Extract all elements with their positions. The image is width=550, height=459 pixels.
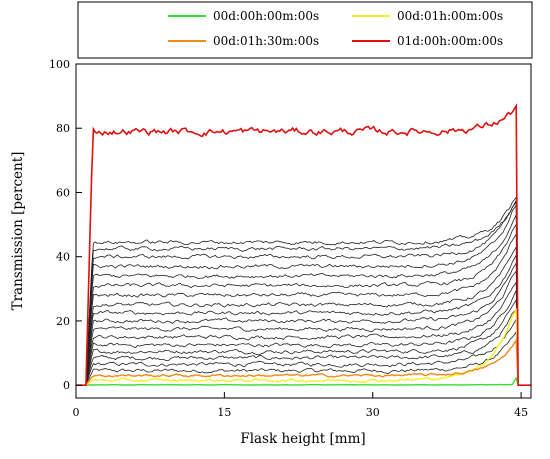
y-tick-label: 80 bbox=[56, 122, 70, 135]
legend-label: 00d:01h:00m:00s bbox=[397, 9, 503, 23]
x-axis-label: Flask height [mm] bbox=[240, 431, 365, 447]
intermediate-series-line bbox=[76, 214, 531, 386]
legend: 00d:00h:00m:00s 00d:01h:00m:00s 00d:01h:30… bbox=[77, 1, 533, 59]
y-tick-label: 20 bbox=[56, 315, 70, 328]
intermediate-series-line bbox=[76, 204, 531, 386]
intermediate-series-line bbox=[76, 223, 531, 386]
series-line bbox=[76, 376, 531, 386]
series-line bbox=[76, 337, 531, 386]
intermediate-series-line bbox=[76, 253, 531, 386]
intermediate-series-line bbox=[76, 196, 531, 386]
y-tick-label: 40 bbox=[56, 251, 70, 264]
y-tick-label: 0 bbox=[63, 379, 70, 392]
legend-box bbox=[77, 1, 533, 59]
intermediate-series-line bbox=[76, 198, 531, 386]
y-tick-label: 100 bbox=[49, 58, 70, 71]
plot-frame bbox=[75, 63, 532, 399]
intermediate-series-line bbox=[76, 269, 531, 386]
y-axis-label: Transmission [percent] bbox=[10, 152, 26, 311]
intermediate-series-line bbox=[76, 331, 531, 386]
x-tick-label: 0 bbox=[73, 406, 80, 419]
x-tick-label: 45 bbox=[514, 406, 528, 419]
x-tick-label: 15 bbox=[217, 406, 231, 419]
series-line bbox=[76, 102, 531, 386]
intermediate-series-line bbox=[76, 281, 531, 386]
plot-area: 0 15 30 45 0 20 40 60 80 100 bbox=[49, 58, 532, 419]
legend-label: 01d:00h:00m:00s bbox=[397, 34, 503, 48]
series-line bbox=[76, 307, 531, 386]
intermediate-series-line bbox=[76, 200, 531, 386]
intermediate-series-line bbox=[76, 261, 531, 386]
intermediate-series-line bbox=[76, 245, 531, 386]
intermediate-series-line bbox=[76, 317, 531, 386]
legend-label: 00d:01h:30m:00s bbox=[213, 34, 319, 48]
intermediate-series-line bbox=[76, 290, 531, 386]
legend-label: 00d:00h:00m:00s bbox=[213, 9, 319, 23]
intermediate-series-line bbox=[76, 232, 531, 386]
y-tick-label: 60 bbox=[56, 186, 70, 199]
intermediate-series-line bbox=[76, 308, 531, 386]
x-tick-label: 30 bbox=[366, 406, 380, 419]
intermediate-series-line bbox=[76, 298, 531, 386]
